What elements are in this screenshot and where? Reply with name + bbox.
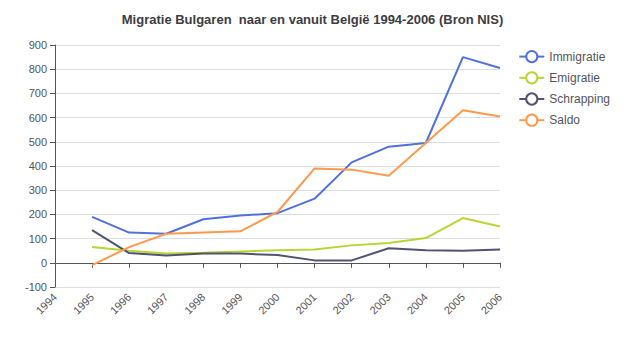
svg-text:400: 400 [29, 160, 47, 172]
svg-text:100: 100 [29, 233, 47, 245]
svg-text:1994: 1994 [33, 291, 59, 317]
svg-text:1996: 1996 [108, 291, 134, 317]
svg-text:Immigratie: Immigratie [549, 50, 605, 64]
svg-text:Emigratie: Emigratie [549, 71, 600, 85]
svg-text:Saldo: Saldo [549, 113, 580, 127]
svg-text:2003: 2003 [367, 291, 393, 317]
svg-text:2006: 2006 [478, 291, 504, 317]
svg-text:2004: 2004 [404, 291, 430, 317]
svg-text:800: 800 [29, 63, 47, 75]
svg-text:Schrapping: Schrapping [549, 92, 610, 106]
svg-text:1998: 1998 [182, 291, 208, 317]
svg-text:2001: 2001 [293, 291, 319, 317]
svg-text:0: 0 [41, 257, 47, 269]
svg-text:300: 300 [29, 184, 47, 196]
svg-text:2005: 2005 [441, 291, 467, 317]
svg-text:Migratie Bulgaren naar en van: Migratie Bulgaren naar en vanuit België … [122, 12, 503, 27]
svg-text:1997: 1997 [145, 291, 171, 317]
svg-text:-100: -100 [25, 281, 47, 293]
svg-text:200: 200 [29, 208, 47, 220]
svg-text:600: 600 [29, 112, 47, 124]
svg-text:1995: 1995 [71, 291, 97, 317]
svg-text:2002: 2002 [330, 291, 356, 317]
svg-text:2000: 2000 [256, 291, 282, 317]
svg-text:1999: 1999 [219, 291, 245, 317]
svg-text:500: 500 [29, 136, 47, 148]
svg-text:900: 900 [29, 39, 47, 51]
svg-text:700: 700 [29, 87, 47, 99]
